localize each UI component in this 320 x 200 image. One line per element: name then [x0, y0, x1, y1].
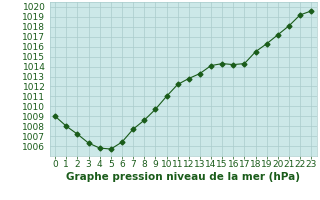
- X-axis label: Graphe pression niveau de la mer (hPa): Graphe pression niveau de la mer (hPa): [66, 172, 300, 182]
